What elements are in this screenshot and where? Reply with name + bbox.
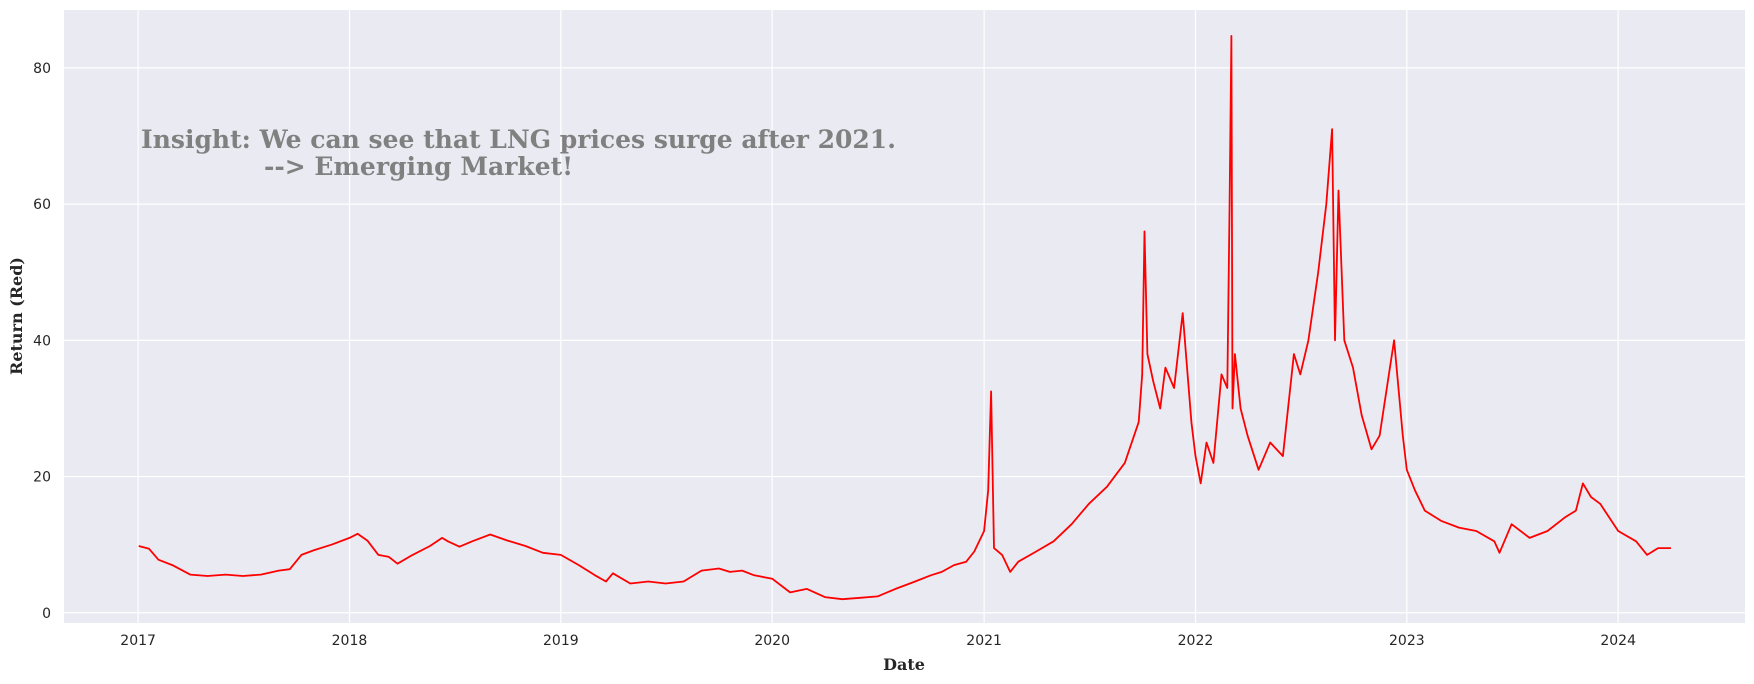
x-tick-label: 2023 — [1389, 633, 1425, 649]
insight-annotation-line2: --> Emerging Market! — [264, 152, 573, 181]
y-tick-label: 0 — [42, 606, 51, 622]
y-tick-label: 40 — [33, 333, 51, 349]
y-tick-label: 60 — [33, 197, 51, 213]
series-line-lng-price — [138, 35, 1671, 601]
x-axis-label: Date — [883, 655, 925, 674]
plot-background — [64, 10, 1745, 623]
x-tick-label: 2018 — [332, 633, 368, 649]
y-tick-label: 20 — [33, 470, 51, 486]
x-tick-label: 2022 — [1178, 633, 1214, 649]
x-tick-label: 2017 — [120, 633, 156, 649]
grid-lines — [64, 10, 1745, 623]
tick-labels: 2017 2018 2019 2020 2021 2022 2023 2024 0 20 40 60 8… — [33, 61, 1636, 649]
x-tick-label: 2020 — [754, 633, 790, 649]
y-tick-label: 80 — [33, 61, 51, 77]
x-tick-label: 2019 — [543, 633, 579, 649]
y-axis-label: Return (Red) — [7, 257, 26, 375]
x-tick-label: 2024 — [1600, 633, 1636, 649]
x-tick-label: 2021 — [966, 633, 1002, 649]
insight-annotation-line1: Insight: We can see that LNG prices surg… — [141, 125, 896, 154]
